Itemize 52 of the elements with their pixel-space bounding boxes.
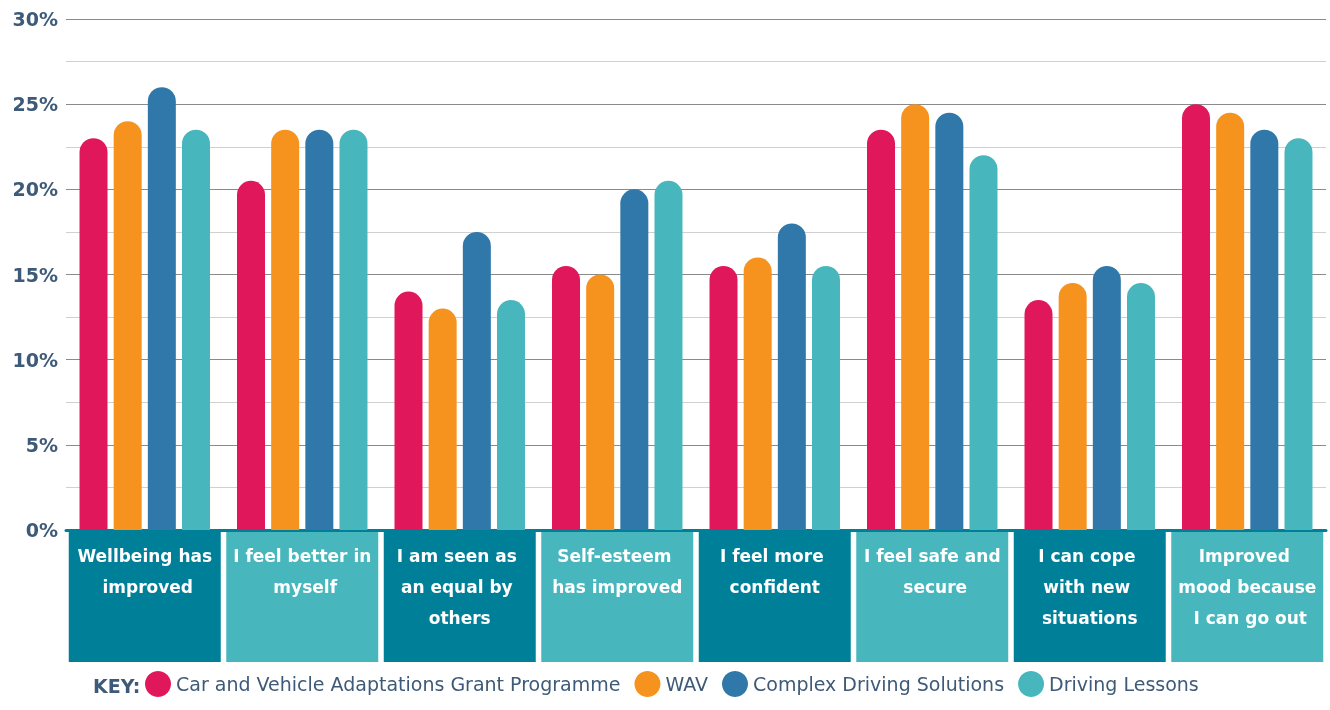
bar — [1216, 112, 1245, 530]
x-tick-label: I can cope with new situations — [1038, 545, 1142, 628]
bar — [1284, 138, 1313, 530]
bar — [709, 265, 738, 530]
bar — [620, 189, 649, 530]
bar — [462, 231, 491, 530]
legend-label: Driving Lessons — [1049, 673, 1199, 695]
y-tick-label: 30% — [12, 8, 58, 30]
bar — [394, 291, 423, 530]
x-tick-label: I am seen as an equal by others — [396, 545, 523, 628]
bar — [935, 112, 964, 530]
bar — [181, 129, 210, 530]
bar — [867, 129, 896, 530]
x-tick-label: Self-esteem has improved — [552, 545, 683, 597]
legend-label: WAV — [665, 673, 708, 695]
bar — [969, 155, 998, 530]
legend-label: Car and Vehicle Adaptations Grant Programme — [176, 673, 621, 695]
bar — [552, 265, 581, 530]
x-tick-label: I feel safe and secure — [863, 545, 1001, 597]
y-tick-label: 20% — [12, 178, 58, 201]
y-tick-label: 25% — [12, 93, 58, 116]
bar — [586, 274, 615, 530]
bar — [1126, 283, 1155, 530]
bar — [811, 265, 840, 530]
bar — [1250, 129, 1279, 530]
bar — [654, 180, 683, 530]
bar — [339, 129, 368, 530]
bar — [777, 223, 806, 530]
x-tick-label: I feel more confident — [719, 545, 830, 597]
legend-label: Complex Driving Solutions — [752, 673, 1005, 695]
bar — [237, 180, 266, 530]
x-tick-label: Improved mood because I can go out — [1178, 545, 1317, 628]
bar — [496, 300, 525, 530]
bar — [79, 138, 108, 530]
bar — [305, 129, 334, 530]
x-tick-label: I feel better in myself — [233, 545, 372, 597]
legend-title: KEY: — [93, 674, 141, 697]
y-tick-label: 0% — [25, 519, 58, 541]
bar — [271, 129, 300, 530]
y-tick-label: 5% — [25, 433, 58, 456]
bar — [1058, 283, 1087, 530]
y-tick-label: 10% — [12, 348, 58, 371]
bar — [428, 308, 457, 530]
bar — [901, 104, 930, 530]
bar — [113, 121, 142, 530]
bar — [743, 257, 772, 530]
bar — [1024, 300, 1053, 530]
bar — [147, 87, 176, 530]
bar — [1092, 265, 1121, 530]
y-tick-label: 15% — [12, 263, 58, 286]
x-tick-label: Wellbeing has improved — [77, 545, 213, 597]
bar — [1182, 104, 1211, 530]
